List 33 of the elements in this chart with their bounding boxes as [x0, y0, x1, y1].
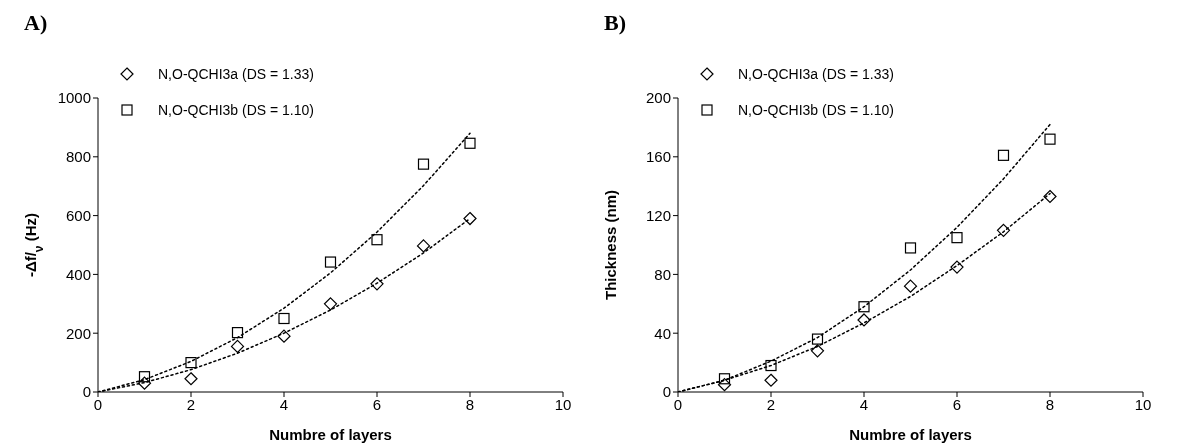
- y-tick-label: 600: [65, 206, 91, 224]
- chart-title: B): [603, 9, 627, 37]
- x-tick-label: 10: [554, 395, 572, 413]
- x-tick-label: 10: [1134, 395, 1152, 413]
- x-tick-label: 4: [279, 395, 289, 413]
- legend-label: N,O-QCHI3a (DS = 1.33): [738, 66, 894, 82]
- y-tick-label: 0: [82, 383, 91, 401]
- y-tick-label: 400: [65, 265, 91, 283]
- x-tick-label: 0: [673, 395, 683, 413]
- y-tick-label: 1000: [57, 89, 91, 107]
- y-tick-label: 0: [662, 383, 671, 401]
- y-tick-label: 800: [65, 148, 91, 166]
- y-tick-label: 160: [645, 148, 671, 166]
- x-tick-label: 4: [859, 395, 869, 413]
- y-tick-label: 80: [654, 265, 671, 283]
- x-tick-label: 2: [186, 395, 196, 413]
- x-tick-label: 6: [372, 395, 382, 413]
- x-axis-title: Numbre of layers: [849, 426, 972, 443]
- legend-label: N,O-QCHI3b (DS = 1.10): [738, 102, 894, 118]
- y-axis-title: Thickness (nm): [602, 189, 619, 301]
- x-tick-label: 2: [766, 395, 776, 413]
- legend-label: N,O-QCHI3a (DS = 1.33): [158, 66, 314, 82]
- x-tick-label: 6: [952, 395, 962, 413]
- y-tick-label: 120: [645, 206, 671, 224]
- chart-title: A): [23, 9, 49, 37]
- y-tick-label: 40: [654, 324, 671, 342]
- x-tick-label: 8: [1045, 395, 1055, 413]
- x-axis-title: Numbre of layers: [269, 426, 392, 443]
- y-tick-label: 200: [645, 89, 671, 107]
- x-tick-label: 0: [93, 395, 103, 413]
- x-tick-label: 8: [465, 395, 475, 413]
- y-tick-label: 200: [65, 324, 91, 342]
- legend-label: N,O-QCHI3b (DS = 1.10): [158, 102, 314, 118]
